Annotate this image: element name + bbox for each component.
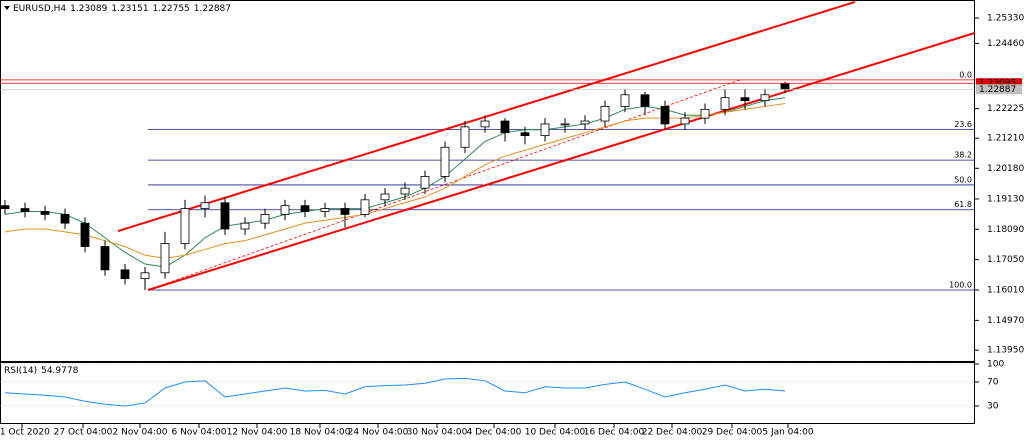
- candle-body: [60, 214, 70, 224]
- x-tick-label: 10 Dec 04:00: [525, 428, 586, 438]
- candle-body: [460, 126, 470, 148]
- candle-body: [320, 208, 330, 212]
- fib-label: 38.2: [954, 151, 972, 160]
- candle-body: [600, 106, 610, 122]
- candle-body: [700, 108, 710, 119]
- candle-body: [380, 193, 390, 201]
- y-tick-label: 1.17050: [987, 255, 1024, 265]
- y-tick-label: 1.13950: [987, 346, 1024, 356]
- candle-body: [300, 205, 310, 212]
- y-tick-label: 1.19130: [987, 194, 1024, 204]
- candle-body: [760, 94, 770, 101]
- x-tick-label: 5 Jan 04:00: [762, 428, 814, 438]
- candle-body: [640, 94, 650, 107]
- x-tick-label: 6 Nov 04:00: [172, 428, 227, 438]
- candle-body: [260, 214, 270, 224]
- rsi-panel: [0, 362, 975, 424]
- menu-arrow: [4, 6, 10, 10]
- candle-body: [180, 208, 190, 244]
- candle-body: [680, 117, 690, 125]
- fib-label: 23.6: [954, 120, 972, 129]
- header-value: 1.22887: [194, 4, 231, 14]
- fib-label: 0.0: [959, 70, 972, 79]
- price-label-box: [976, 78, 1022, 89]
- y-tick-label: 1.20180: [987, 164, 1024, 174]
- candle-body: [100, 246, 110, 271]
- candle-body: [20, 208, 30, 212]
- candle-body: [0, 205, 10, 209]
- header-value: EURUSD,H4: [13, 4, 66, 14]
- candle-body: [40, 211, 50, 215]
- rsi-header-value: RSI(14): [4, 366, 37, 376]
- candle-body: [140, 272, 150, 280]
- trendline: [147, 31, 976, 291]
- candle-body: [220, 202, 230, 230]
- x-tick-label: 16 Dec 04:00: [584, 428, 645, 438]
- x-tick-label: 4 Dec 04:00: [467, 428, 522, 438]
- candle-body: [720, 97, 730, 110]
- fib-label: 100.0: [949, 281, 972, 290]
- x-tick-label: 21 Oct 2020: [0, 428, 50, 438]
- y-tick-label: 1.21210: [987, 134, 1024, 144]
- moving-average: [4, 97, 786, 268]
- candle-body: [520, 132, 530, 137]
- y-tick-label: 1.14970: [987, 316, 1024, 326]
- x-tick-label: 29 Dec 04:00: [702, 428, 763, 438]
- y-tick-label: 30: [987, 402, 999, 412]
- candle-body: [360, 199, 370, 215]
- candle-body: [620, 94, 630, 107]
- x-tick-label: 2 Nov 04:00: [113, 428, 168, 438]
- rsi-header: RSI(14) 54.9778: [4, 366, 79, 376]
- candle-body: [120, 269, 130, 280]
- candle-body: [740, 97, 750, 101]
- price-panel: [0, 0, 975, 362]
- header-value: 1.23089: [70, 4, 107, 14]
- x-tick-label: 18 Nov 04:00: [290, 428, 351, 438]
- candle-body: [540, 123, 550, 137]
- y-tick-label: 1.24460: [987, 39, 1024, 49]
- candle-body: [500, 120, 510, 134]
- candle-body: [400, 187, 410, 195]
- y-tick-label: 1.25330: [987, 14, 1024, 24]
- rsi-line: [4, 377, 786, 407]
- candle-body: [340, 208, 350, 215]
- candle-body: [160, 243, 170, 274]
- y-tick-label: 100: [987, 360, 1004, 370]
- chart-header: EURUSD,H4 1.23089 1.23151 1.22755 1.22887: [13, 4, 231, 14]
- candle-body: [580, 120, 590, 125]
- candle-body: [200, 202, 210, 209]
- candle-body: [80, 222, 90, 247]
- candle-body: [480, 120, 490, 128]
- y-tick-label: 1.22225: [987, 104, 1024, 114]
- candle-body: [660, 106, 670, 125]
- price-label: 1.22887: [979, 85, 1016, 95]
- fib-label: 61.8: [954, 200, 972, 209]
- x-tick-label: 24 Nov 04:00: [348, 428, 409, 438]
- candle-body: [240, 222, 250, 230]
- y-tick-label: 70: [987, 378, 999, 388]
- candle-body: [560, 123, 570, 126]
- x-tick-label: 30 Nov 04:00: [407, 428, 468, 438]
- trendline: [117, 1, 856, 233]
- header-value: 1.23151: [111, 4, 148, 14]
- rsi-header-value: 54.9778: [41, 366, 78, 376]
- price-label: 1.23095: [979, 79, 1016, 89]
- y-tick-label: 1.16010: [987, 286, 1024, 296]
- candle-body: [420, 176, 430, 189]
- x-tick-label: 22 Dec 04:00: [642, 428, 703, 438]
- candle-body: [780, 83, 790, 90]
- candle-body: [280, 205, 290, 215]
- fib-label: 50.0: [954, 175, 972, 184]
- x-tick-label: 12 Nov 04:00: [227, 428, 288, 438]
- header-value: 1.22755: [153, 4, 190, 14]
- price-label-box: [976, 84, 1022, 95]
- moving-average: [4, 103, 786, 259]
- y-tick-label: 1.18090: [987, 225, 1024, 235]
- candle-body: [440, 146, 450, 177]
- x-tick-label: 27 Oct 04:00: [54, 428, 113, 438]
